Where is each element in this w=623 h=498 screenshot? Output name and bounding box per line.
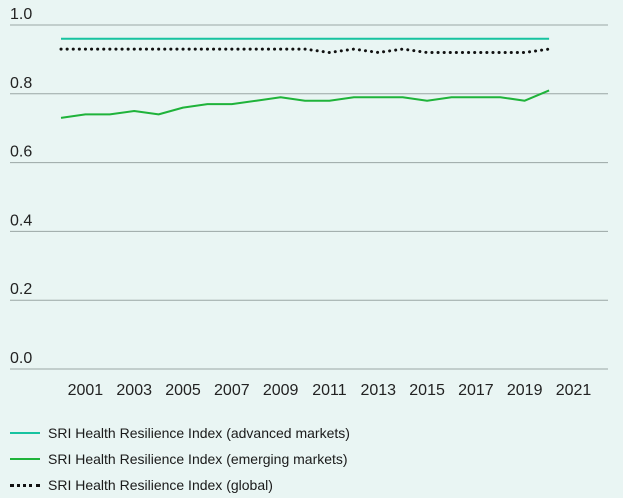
y-tick-label: 0.4 [10, 212, 32, 229]
x-tick-label: 2001 [68, 382, 104, 399]
x-tick-label: 2007 [214, 382, 250, 399]
x-tick-label: 2013 [360, 382, 396, 399]
x-tick-label: 2011 [312, 382, 347, 399]
series-global-line [59, 47, 551, 54]
x-tick-label: 2015 [409, 382, 445, 399]
legend-item-advanced: SRI Health Resilience Index (advanced ma… [10, 420, 350, 446]
legend-swatch-emerging [10, 458, 40, 460]
series-layer [59, 37, 551, 119]
x-tick-label: 2009 [263, 382, 299, 399]
x-tick-label: 2003 [116, 382, 152, 399]
series-emerging-markets-line [60, 89, 550, 119]
y-tick-label: 0.2 [10, 281, 32, 298]
grid-layer [10, 24, 608, 370]
legend-label-advanced: SRI Health Resilience Index (advanced ma… [48, 425, 350, 441]
legend: SRI Health Resilience Index (advanced ma… [10, 420, 350, 498]
legend-item-emerging: SRI Health Resilience Index (emerging ma… [10, 446, 350, 472]
x-tick-label: 2019 [507, 382, 543, 399]
y-tick-label: 0.8 [10, 75, 32, 92]
legend-label-emerging: SRI Health Resilience Index (emerging ma… [48, 451, 348, 467]
x-tick-label: 2017 [458, 382, 494, 399]
y-tick-label: 1.0 [10, 6, 32, 23]
x-tick-label: 2005 [165, 382, 201, 399]
legend-swatch-advanced [10, 432, 40, 434]
x-axis-ticks: 2001 2003 2005 2007 2009 2011 2013 2015 2017 2019… [68, 382, 592, 399]
legend-item-global: SRI Health Resilience Index (global) [10, 472, 350, 498]
x-tick-label: 2021 [556, 382, 592, 399]
y-tick-label: 0.6 [10, 144, 32, 161]
line-chart: 0.00.20.40.60.81.0 2001 2003 2005 2007 2009 2… [10, 6, 608, 399]
legend-swatch-global [10, 483, 40, 487]
y-tick-label: 0.0 [10, 350, 32, 367]
y-axis-ticks: 0.0 0.2 0.4 0.6 0.8 1.0 [10, 6, 32, 367]
legend-label-global: SRI Health Resilience Index (global) [48, 477, 273, 493]
